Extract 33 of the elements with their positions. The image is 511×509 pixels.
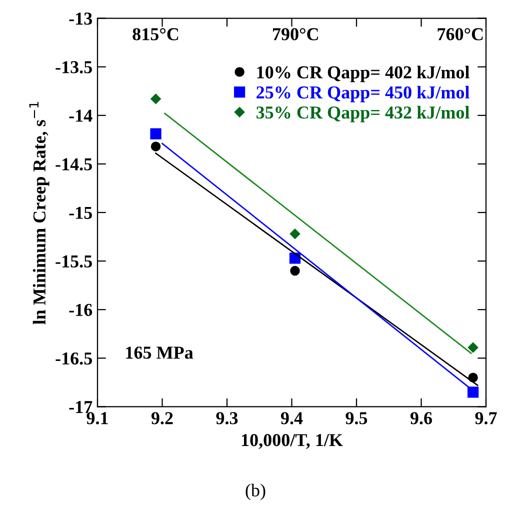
y-tick-label: -13.5 (56, 61, 92, 74)
y-tick-label: -15.5 (56, 255, 92, 268)
y-tick-label: -15 (69, 206, 92, 219)
x-tick-label: 9.2 (151, 412, 173, 424)
annotation: 790°C (272, 28, 318, 40)
y-tick-label: -17 (69, 401, 92, 413)
x-tick-label: 9.7 (475, 412, 497, 424)
legend-label: 10% CR Qapp= 402 kJ/mol (257, 66, 470, 82)
point (290, 266, 300, 276)
point (150, 128, 162, 140)
point (290, 228, 300, 239)
x-tick-label: 9.3 (216, 412, 238, 424)
x-tick-label: 9.1 (86, 412, 108, 424)
point (150, 142, 161, 152)
y-tick-label: -16 (69, 304, 92, 316)
y-tick-label: -13 (69, 12, 92, 25)
x-axis-title: 10,000/T, 1/K (242, 434, 343, 449)
annotation: 760°C (438, 28, 483, 40)
x-tick-label: 9.4 (280, 412, 303, 424)
y-tick-label: -14 (69, 110, 92, 122)
x-tick-label: 9.6 (410, 412, 432, 424)
legend-label: 25% CR Qapp= 450 kJ/mol (256, 86, 470, 102)
x-tick-label: 9.5 (346, 412, 368, 424)
point (150, 94, 161, 104)
y-axis-title: ln Minimum Creep Rate, s$^{−1}$ (29, 102, 50, 324)
annotation: 815°C (132, 28, 178, 40)
legend-label: 35% CR Qapp= 432 kJ/mol (256, 106, 470, 122)
y-tick-label: -16.5 (56, 352, 92, 365)
y-tick-label: -14.5 (56, 158, 92, 170)
point (467, 386, 479, 398)
annotation: 165 MPa (126, 346, 194, 359)
point (468, 342, 478, 353)
text: (b) (246, 484, 266, 500)
